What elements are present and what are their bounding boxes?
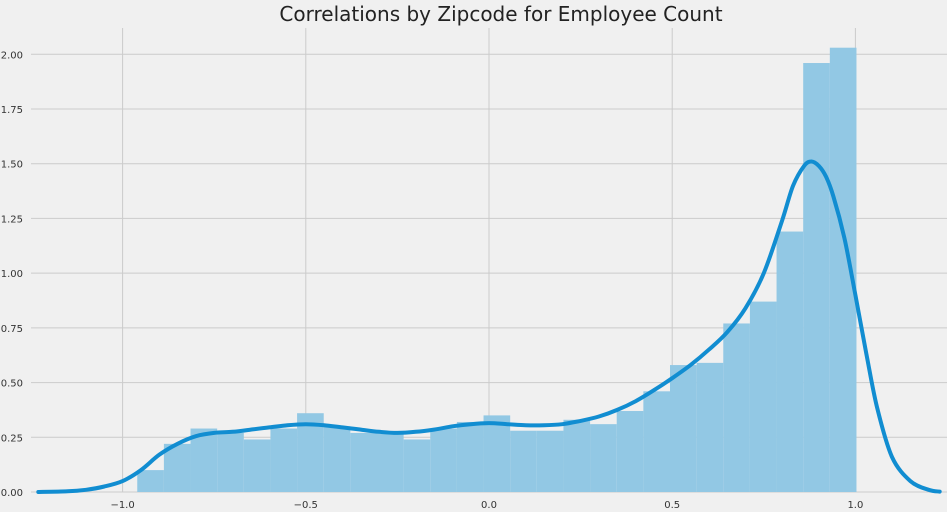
y-tick-label: 0.25 [1, 433, 23, 444]
histogram-bar [403, 439, 431, 492]
histogram-bar [350, 432, 377, 492]
x-axis-ticks: −1.0 −0.5 0.0 0.5 1.0 [110, 500, 863, 511]
histogram-bar [643, 391, 671, 492]
x-tick-label: 0.5 [664, 500, 680, 511]
histogram-bar [137, 470, 164, 492]
histogram-bar [590, 424, 617, 492]
y-tick-label: 0.50 [1, 379, 23, 390]
x-tick-label: −0.5 [294, 500, 318, 511]
histogram-bar [776, 231, 804, 492]
histogram-bar [749, 301, 777, 492]
x-tick-label: 0.0 [481, 500, 497, 511]
histogram-bar [696, 362, 724, 492]
y-axis-ticks: 0.00 0.25 0.50 0.75 1.00 1.25 1.50 1.75 2.00 [1, 50, 23, 499]
histogram-bar [670, 365, 697, 492]
y-tick-label: 1.00 [1, 269, 23, 280]
histogram-bar [563, 419, 591, 492]
histogram-bar [376, 432, 404, 492]
histogram-bar [803, 63, 830, 493]
y-tick-label: 0.75 [1, 324, 23, 335]
x-tick-label: −1.0 [110, 500, 134, 511]
histogram-bar [616, 411, 644, 492]
histogram-bars [137, 47, 857, 493]
histogram-bar [723, 323, 750, 492]
histogram-bar [483, 415, 511, 492]
histogram-bar [323, 426, 351, 492]
kde-curve [36, 159, 942, 494]
histogram-bar [456, 421, 484, 492]
y-tick-label: 1.75 [1, 105, 23, 116]
histogram-bar [536, 430, 564, 492]
histogram-bar [217, 432, 244, 492]
histogram-bar [163, 443, 191, 492]
x-tick-label: 1.0 [847, 500, 863, 511]
chart-title: Correlations by Zipcode for Employee Cou… [279, 2, 722, 26]
y-tick-label: 1.25 [1, 214, 23, 225]
histogram-bar [510, 430, 537, 492]
histogram-bar [430, 428, 457, 492]
histogram-bar [190, 428, 218, 492]
y-tick-label: 1.50 [1, 160, 23, 171]
histogram-bar [243, 439, 271, 492]
y-tick-label: 0.00 [1, 488, 23, 499]
y-tick-label: 2.00 [1, 50, 23, 61]
histogram-bar [270, 428, 298, 492]
